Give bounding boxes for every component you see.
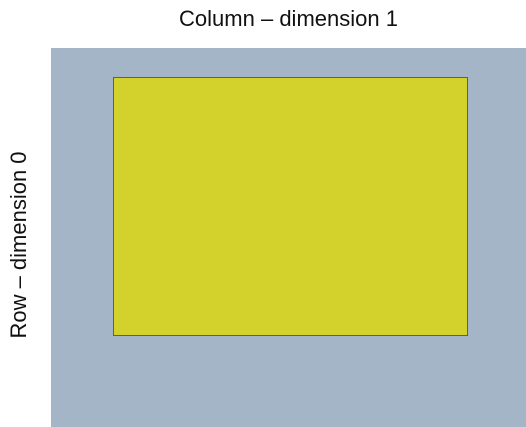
selected-slice-region — [113, 77, 468, 336]
column-axis-label: Column – dimension 1 — [179, 6, 398, 31]
row-axis-label-container: Row – dimension 0 — [0, 48, 40, 427]
row-axis-label: Row – dimension 0 — [6, 151, 31, 339]
